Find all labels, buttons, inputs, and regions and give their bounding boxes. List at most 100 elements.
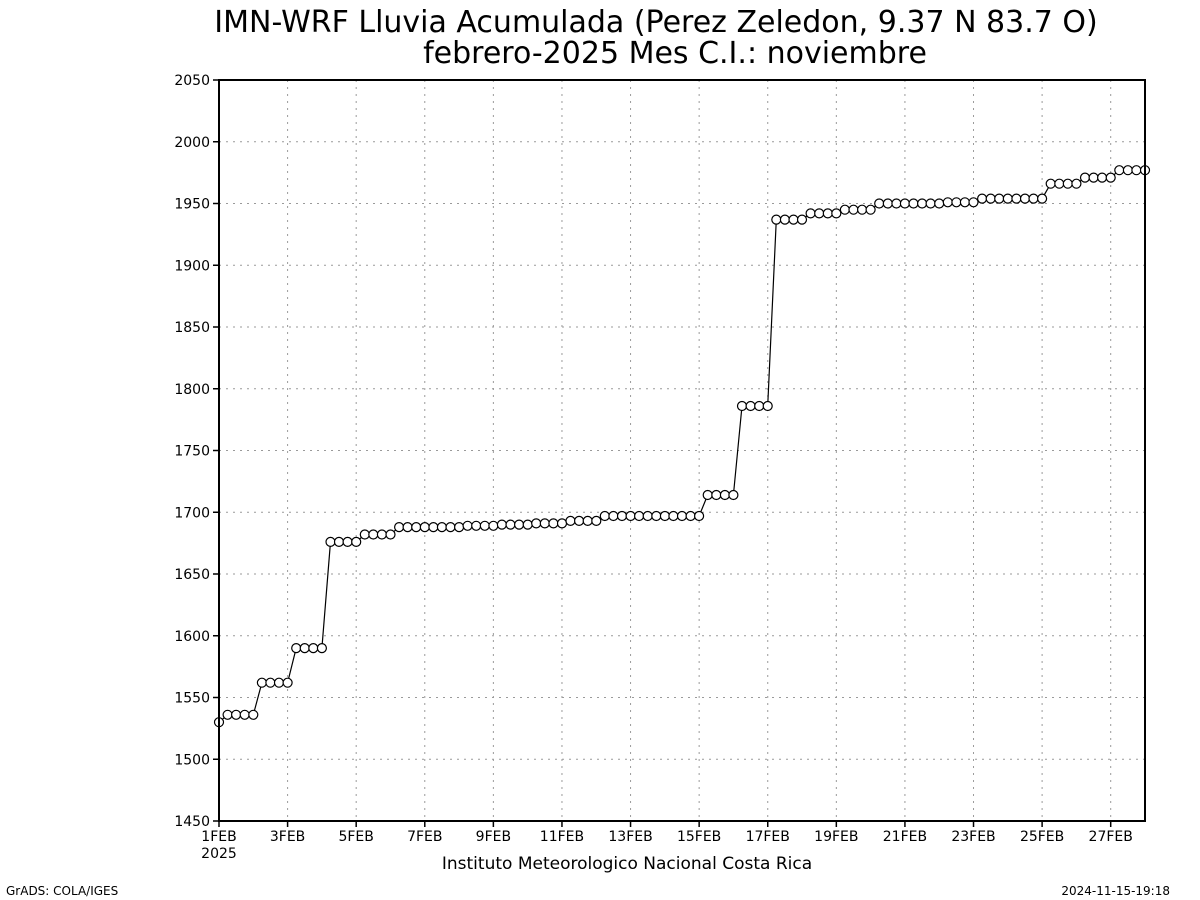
y-tick-label: 1800 <box>174 382 210 398</box>
data-point <box>814 208 825 219</box>
data-point <box>1028 193 1039 204</box>
chart-title: IMN-WRF Lluvia Acumulada (Perez Zeledon,… <box>214 5 1097 40</box>
data-point <box>239 709 250 720</box>
data-point <box>856 204 868 215</box>
data-point <box>745 400 756 412</box>
data-point <box>273 677 285 688</box>
data-point <box>436 521 447 533</box>
data-point <box>599 510 610 522</box>
data-point <box>651 510 662 522</box>
data-point <box>874 198 885 209</box>
data-point <box>985 193 996 204</box>
x-tick-label: 15FEB <box>677 829 721 845</box>
data-point <box>488 520 499 531</box>
chart-subtitle: febrero-2025 Mes C.I.: noviembre <box>423 36 927 71</box>
data-point <box>719 489 731 501</box>
data-point <box>1131 165 1142 176</box>
data-point <box>976 193 988 204</box>
data-point <box>556 518 568 529</box>
y-tick-label: 1750 <box>174 444 210 460</box>
data-point <box>291 642 302 654</box>
data-point <box>351 536 362 548</box>
data-point <box>316 642 327 654</box>
data-point <box>668 510 679 522</box>
data-point <box>736 400 748 412</box>
data-point <box>685 510 696 522</box>
data-point <box>565 515 576 527</box>
data-point <box>1079 172 1091 183</box>
data-point <box>916 198 928 209</box>
data-point <box>1105 172 1116 183</box>
y-tick-label: 1900 <box>174 258 210 274</box>
data-point <box>531 518 542 529</box>
x-tick-label: 5FEB <box>338 829 373 845</box>
data-point <box>822 208 833 219</box>
data-point <box>1011 193 1022 204</box>
series-line <box>218 169 1145 723</box>
data-point <box>1096 172 1108 183</box>
y-tick-label: 1950 <box>174 197 210 213</box>
institution-label: Instituto Meteorologico Nacional Costa R… <box>442 854 812 874</box>
data-point <box>642 510 653 522</box>
y-tick-label: 2050 <box>174 73 210 89</box>
data-point <box>282 677 293 688</box>
data-point <box>728 489 739 501</box>
data-point <box>1114 165 1125 176</box>
data-point <box>865 204 876 215</box>
data-point <box>342 536 353 548</box>
x-tick-label: 17FEB <box>746 829 790 845</box>
data-point <box>522 519 533 530</box>
data-point <box>762 400 773 412</box>
data-point <box>951 197 962 208</box>
data-point <box>513 519 525 530</box>
x-tick-label: 19FEB <box>814 829 858 845</box>
data-point <box>479 520 490 531</box>
data-point <box>608 510 619 522</box>
data-point <box>1002 193 1013 204</box>
data-point <box>256 677 267 688</box>
y-tick-label: 1500 <box>174 752 210 768</box>
data-point <box>702 489 713 501</box>
data-point <box>454 521 465 533</box>
data-point <box>959 197 971 208</box>
data-point <box>693 510 705 522</box>
data-point <box>779 214 791 225</box>
data-point <box>899 198 911 209</box>
y-tick-label: 2000 <box>174 135 210 151</box>
x-tick-label: 1FEB <box>201 829 236 845</box>
x-tick-label: 9FEB <box>476 829 511 845</box>
data-point <box>616 510 628 522</box>
x-tick-label: 11FEB <box>540 829 584 845</box>
x-tick-sublabel: 2025 <box>201 846 237 862</box>
data-point <box>582 515 593 527</box>
data-point <box>754 400 765 412</box>
data-point <box>265 677 276 688</box>
data-point <box>676 510 688 522</box>
data-point <box>231 709 242 720</box>
data-point <box>633 510 645 522</box>
y-tick-label: 1600 <box>174 629 210 645</box>
grid <box>219 80 1145 821</box>
data-point <box>325 536 336 548</box>
timestamp: 2024-11-15-19:18 <box>1061 884 1170 898</box>
data-point <box>1045 178 1056 189</box>
y-tick-label: 1700 <box>174 505 210 521</box>
data-point <box>1088 172 1099 183</box>
x-tick-label: 27FEB <box>1089 829 1133 845</box>
series-group <box>213 165 1151 728</box>
x-tick-label: 7FEB <box>407 829 442 845</box>
x-tick-label: 13FEB <box>608 829 652 845</box>
data-point <box>994 193 1005 204</box>
data-point <box>248 709 259 720</box>
data-point <box>831 208 842 219</box>
data-point <box>891 198 902 209</box>
data-point <box>539 518 550 529</box>
y-tick-label: 1550 <box>174 691 210 707</box>
data-point <box>376 529 387 540</box>
data-point <box>359 529 370 540</box>
data-point <box>788 214 799 225</box>
data-point <box>942 197 953 208</box>
data-point <box>1054 178 1065 189</box>
y-tick-label: 1850 <box>174 320 210 336</box>
